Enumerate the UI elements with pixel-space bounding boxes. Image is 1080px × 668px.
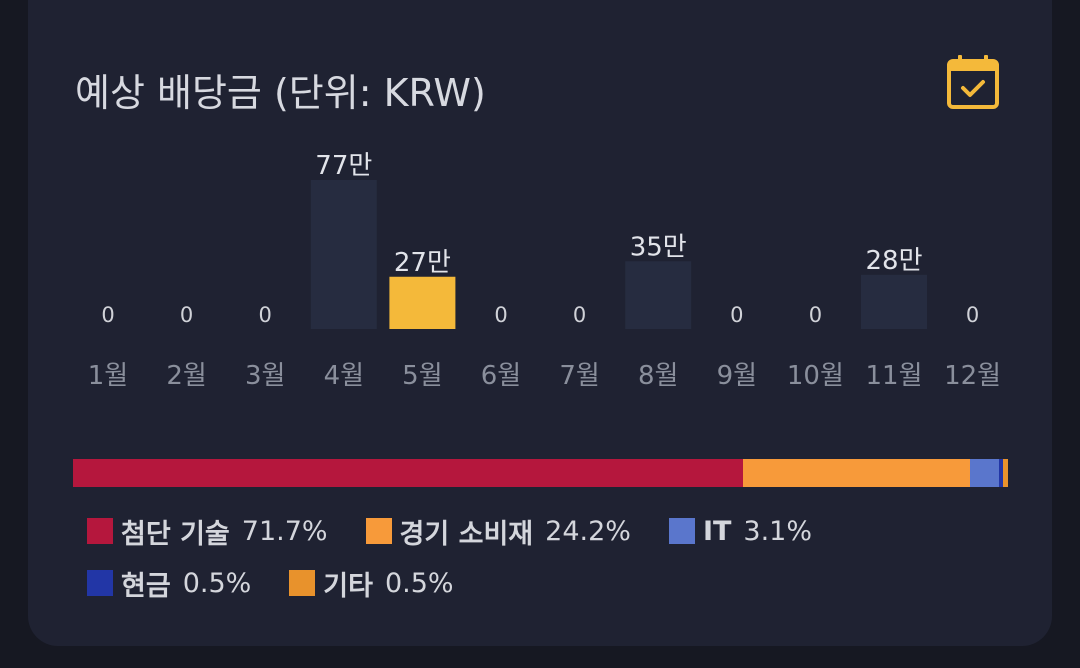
x-tick-label: 12월: [944, 361, 1001, 391]
allocation-legend: 첨단 기술 71.7% 경기 소비재 24.2% IT 3.1% 현금 0.5% 기타 0.5%: [87, 512, 1047, 616]
legend-swatch: [668, 518, 695, 544]
legend-item: 경기 소비재 24.2%: [365, 512, 631, 551]
x-tick-label: 10월: [787, 361, 844, 391]
legend-row: 첨단 기술 71.7% 경기 소비재 24.2% IT 3.1%: [87, 512, 1047, 550]
legend-percent: 3.1%: [743, 515, 813, 547]
bar-value-label: 0: [494, 303, 507, 327]
legend-name: 첨단 기술: [121, 518, 230, 550]
legend-item: 첨단 기술 71.7%: [87, 512, 328, 551]
bar-value-label: 0: [809, 303, 822, 327]
bar-value-label: 0: [101, 303, 114, 327]
legend-percent: 71.7%: [241, 515, 328, 547]
legend-percent: 24.2%: [545, 515, 631, 547]
x-tick-label: 11월: [865, 361, 922, 391]
legend-item: 현금 0.5%: [87, 564, 251, 603]
legend-item: 기타 0.5%: [289, 564, 454, 603]
legend-name: 현금: [121, 570, 171, 602]
legend-swatch: [289, 570, 316, 596]
allocation-bar: [73, 459, 1008, 487]
x-tick-label: 8월: [638, 361, 678, 391]
bar-4[interactable]: [310, 180, 377, 329]
x-tick-label: 1월: [88, 361, 128, 391]
x-tick-label: 9월: [717, 361, 757, 391]
legend-percent: 0.5%: [182, 567, 252, 599]
x-tick-label: 2월: [166, 361, 206, 391]
legend-name: 기타: [323, 570, 373, 602]
bar-value-label: 0: [730, 303, 743, 327]
legend-name: 경기 소비재: [399, 518, 534, 550]
bar-value-label: 28만: [865, 246, 922, 276]
bar-value-label: 35만: [630, 232, 687, 262]
allocation-segment: [743, 459, 970, 487]
allocation-segment: [73, 459, 744, 487]
x-tick-label: 7월: [559, 361, 599, 391]
monthly-dividend-chart: 0 1월 0 2월 0 3월 77만 4월 27만 5월 0 6월 0 7월 35만 8월 0 9월 0 10월 28만…: [88, 151, 1001, 391]
bar-value-label: 27만: [394, 248, 451, 278]
x-tick-label: 6월: [481, 361, 521, 391]
legend-swatch: [87, 518, 113, 544]
allocation-segment: [998, 459, 1004, 487]
legend-name: IT: [702, 515, 732, 547]
allocation-segment: [1003, 459, 1008, 487]
bar-value-label: 0: [259, 303, 272, 327]
bar-11[interactable]: [861, 274, 927, 329]
legend-swatch: [365, 518, 392, 544]
x-tick-label: 3월: [245, 361, 285, 391]
bar-8[interactable]: [625, 261, 692, 329]
x-tick-label: 5월: [402, 361, 442, 391]
x-tick-label: 4월: [324, 361, 364, 391]
card-title: 예상 배당금 (단위: KRW): [75, 71, 486, 115]
bar-value-label: 77만: [315, 151, 372, 181]
bar-value-label: 0: [180, 303, 193, 327]
legend-swatch: [87, 570, 113, 596]
bar-5[interactable]: [389, 276, 456, 329]
bar-value-label: 0: [966, 303, 979, 327]
legend-percent: 0.5%: [384, 567, 454, 599]
allocation-segment: [969, 459, 999, 487]
bar-value-label: 0: [573, 303, 586, 327]
legend-row: 현금 0.5% 기타 0.5%: [87, 564, 1047, 602]
calendar-check-icon[interactable]: [944, 52, 1002, 112]
legend-item: IT 3.1%: [668, 515, 813, 547]
